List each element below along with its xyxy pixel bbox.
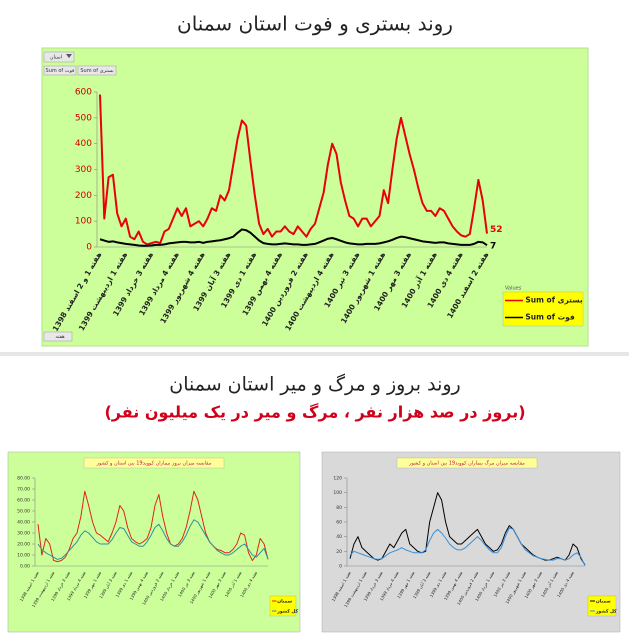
data-label: 7 [490,242,496,252]
chart-title: روند بستری و فوت استان سمنان [177,12,453,36]
field-label: Sum of بستری [80,68,113,74]
y-tick-label: 40.00 [17,520,30,526]
y-tick-label: 100 [333,490,342,496]
y-tick-label: 70.00 [17,487,30,493]
y-tick-label: 0 [339,564,342,570]
chart-title: مقایسه میزان مرگ بیماران کووید19 بین است… [408,460,525,467]
separator [0,352,629,356]
y-tick-label: 80 [336,505,342,511]
y-tick-label: 20.00 [17,542,30,548]
series-line [99,228,488,247]
series-line [99,94,488,246]
legend-label: سمنان [277,600,292,605]
chart-title-box [83,457,225,469]
section-subtitle: (بروز در صد هزار نفر ، مرگ و میر در یک م… [104,403,525,422]
y-tick-label: 200 [75,191,92,201]
axis-field-label: هفته [55,334,65,340]
filter-label: استان [50,55,62,61]
legend-header: Values [505,286,522,292]
y-tick-label: 60.00 [17,498,30,504]
series-line [349,492,586,566]
legend-box [502,291,584,327]
filter-button[interactable] [43,51,75,63]
legend-label: سمنان [596,600,611,605]
legend-label: کل کشور [595,609,617,615]
y-tick-label: 80.00 [17,476,30,482]
field-button[interactable] [43,65,77,76]
y-tick-label: 100 [75,217,92,227]
y-tick-label: 20 [336,549,342,555]
field-label: Sum of فوت [46,68,76,74]
series-line [349,527,586,566]
y-tick-label: 600 [75,88,92,98]
legend-label: کل کشور [276,609,298,615]
y-tick-label: 500 [75,113,92,123]
y-tick-label: 10.00 [17,553,30,559]
y-tick-label: 0 [86,243,92,253]
y-tick-label: 400 [75,139,92,149]
y-tick-label: 0.00 [20,564,30,570]
y-tick-label: 50.00 [17,509,30,515]
axis-field-button[interactable] [43,331,73,342]
legend-label: Sum of فوت [525,313,574,322]
series-line [37,519,269,560]
series-line [37,490,269,563]
y-tick-label: 60 [336,520,342,526]
y-tick-label: 40 [336,534,342,540]
section-title: روند بروز و مرگ و میر استان سمنان [169,374,460,396]
chart-title: مقایسه میزان بروز بیماران کووید19 بین اس… [96,461,212,467]
filter-icon [66,54,72,58]
y-tick-label: 300 [75,165,92,175]
chart-frame [41,47,589,347]
legend-label: Sum of بستری [525,296,582,305]
y-tick-label: 120 [333,476,342,482]
chart-frame [7,451,301,633]
field-button[interactable] [77,65,117,76]
y-tick-label: 30.00 [17,531,30,537]
chart-title-box [396,457,538,469]
data-label: 52 [490,225,503,235]
